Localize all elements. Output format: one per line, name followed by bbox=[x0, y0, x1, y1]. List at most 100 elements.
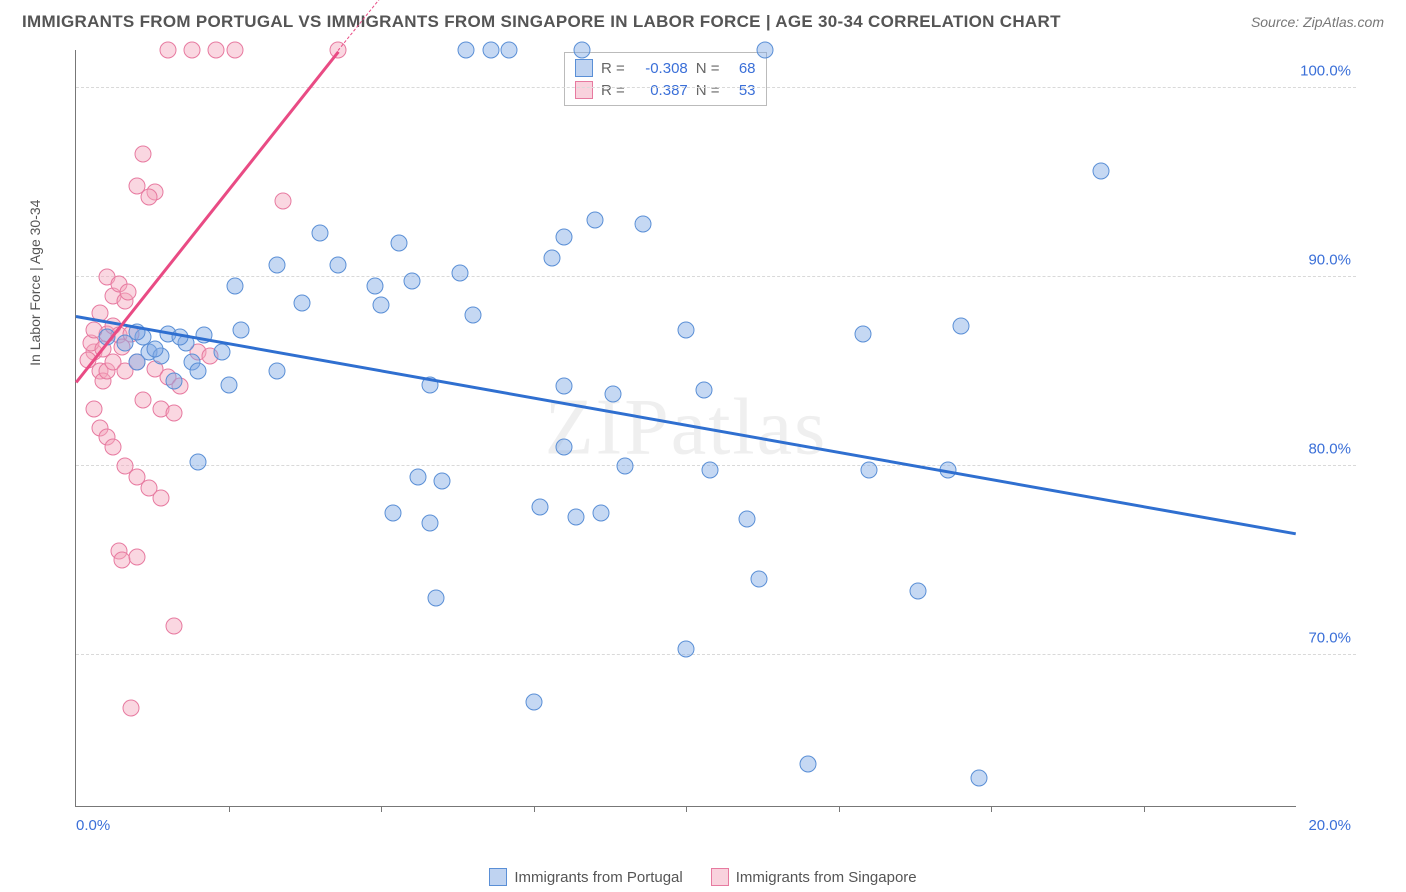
data-point-portugal bbox=[568, 508, 585, 525]
watermark: ZIPatlas bbox=[545, 383, 828, 474]
data-point-portugal bbox=[617, 457, 634, 474]
y-tick-label: 90.0% bbox=[1308, 251, 1351, 268]
n-label: N = bbox=[696, 82, 720, 99]
data-point-portugal bbox=[165, 372, 182, 389]
data-point-portugal bbox=[678, 641, 695, 658]
data-point-portugal bbox=[574, 42, 591, 59]
data-point-singapore bbox=[165, 404, 182, 421]
data-point-portugal bbox=[427, 590, 444, 607]
stats-box: R = -0.308 N = 68 R = 0.387 N = 53 bbox=[564, 52, 767, 106]
data-point-singapore bbox=[141, 189, 158, 206]
data-point-portugal bbox=[586, 212, 603, 229]
legend-label-singapore: Immigrants from Singapore bbox=[736, 869, 917, 886]
data-point-portugal bbox=[421, 514, 438, 531]
stats-row-singapore: R = 0.387 N = 53 bbox=[575, 79, 756, 101]
x-tick bbox=[1144, 806, 1145, 812]
data-point-portugal bbox=[366, 278, 383, 295]
gridline bbox=[76, 276, 1356, 277]
x-tick bbox=[686, 806, 687, 812]
data-point-portugal bbox=[269, 363, 286, 380]
data-point-portugal bbox=[452, 265, 469, 282]
data-point-portugal bbox=[458, 42, 475, 59]
data-point-singapore bbox=[153, 489, 170, 506]
data-point-portugal bbox=[525, 694, 542, 711]
data-point-portugal bbox=[482, 42, 499, 59]
data-point-singapore bbox=[104, 438, 121, 455]
n-value-singapore: 53 bbox=[728, 82, 756, 99]
n-value-portugal: 68 bbox=[728, 60, 756, 77]
data-point-portugal bbox=[147, 340, 164, 357]
data-point-singapore bbox=[183, 42, 200, 59]
data-point-portugal bbox=[854, 325, 871, 342]
data-point-portugal bbox=[226, 278, 243, 295]
data-point-portugal bbox=[970, 769, 987, 786]
data-point-portugal bbox=[434, 472, 451, 489]
data-point-portugal bbox=[757, 42, 774, 59]
data-point-portugal bbox=[171, 329, 188, 346]
data-point-portugal bbox=[269, 257, 286, 274]
gridline bbox=[76, 87, 1356, 88]
x-tick bbox=[839, 806, 840, 812]
data-point-portugal bbox=[190, 363, 207, 380]
data-point-portugal bbox=[385, 505, 402, 522]
data-point-portugal bbox=[678, 321, 695, 338]
source-label: Source: ZipAtlas.com bbox=[1251, 14, 1384, 30]
data-point-portugal bbox=[556, 378, 573, 395]
data-point-portugal bbox=[696, 382, 713, 399]
chart-title: IMMIGRANTS FROM PORTUGAL VS IMMIGRANTS F… bbox=[22, 12, 1061, 32]
data-point-portugal bbox=[312, 225, 329, 242]
data-point-singapore bbox=[135, 145, 152, 162]
x-tick bbox=[534, 806, 535, 812]
stats-row-portugal: R = -0.308 N = 68 bbox=[575, 57, 756, 79]
data-point-portugal bbox=[556, 438, 573, 455]
data-point-portugal bbox=[409, 469, 426, 486]
data-point-singapore bbox=[119, 283, 136, 300]
data-point-portugal bbox=[293, 295, 310, 312]
data-point-portugal bbox=[604, 385, 621, 402]
data-point-portugal bbox=[403, 272, 420, 289]
data-point-singapore bbox=[135, 391, 152, 408]
data-point-portugal bbox=[635, 215, 652, 232]
data-point-portugal bbox=[129, 353, 146, 370]
swatch-blue-icon bbox=[489, 868, 507, 886]
data-point-singapore bbox=[226, 42, 243, 59]
swatch-pink-icon bbox=[575, 81, 593, 99]
data-point-portugal bbox=[531, 499, 548, 516]
gridline bbox=[76, 654, 1356, 655]
data-point-portugal bbox=[952, 317, 969, 334]
r-label: R = bbox=[601, 82, 625, 99]
y-tick-label: 80.0% bbox=[1308, 440, 1351, 457]
data-point-portugal bbox=[592, 505, 609, 522]
trend-line bbox=[76, 315, 1296, 535]
data-point-singapore bbox=[275, 193, 292, 210]
data-point-singapore bbox=[129, 548, 146, 565]
data-point-portugal bbox=[373, 297, 390, 314]
data-point-portugal bbox=[214, 344, 231, 361]
swatch-blue-icon bbox=[575, 59, 593, 77]
n-label: N = bbox=[696, 60, 720, 77]
data-point-portugal bbox=[220, 376, 237, 393]
y-tick-label: 70.0% bbox=[1308, 629, 1351, 646]
chart-container: IMMIGRANTS FROM PORTUGAL VS IMMIGRANTS F… bbox=[0, 0, 1406, 892]
data-point-singapore bbox=[208, 42, 225, 59]
data-point-portugal bbox=[190, 454, 207, 471]
chart-area: In Labor Force | Age 30-34 ZIPatlas R = … bbox=[50, 50, 1356, 832]
x-tick bbox=[991, 806, 992, 812]
data-point-portugal bbox=[501, 42, 518, 59]
x-tick bbox=[229, 806, 230, 812]
legend-item-portugal: Immigrants from Portugal bbox=[489, 868, 682, 886]
y-axis-title: In Labor Force | Age 30-34 bbox=[27, 200, 43, 366]
data-point-portugal bbox=[556, 229, 573, 246]
y-tick-label: 100.0% bbox=[1300, 62, 1351, 79]
r-label: R = bbox=[601, 60, 625, 77]
legend-label-portugal: Immigrants from Portugal bbox=[514, 869, 682, 886]
data-point-singapore bbox=[159, 42, 176, 59]
data-point-portugal bbox=[800, 756, 817, 773]
data-point-portugal bbox=[464, 306, 481, 323]
data-point-portugal bbox=[739, 510, 756, 527]
legend: Immigrants from Portugal Immigrants from… bbox=[0, 868, 1406, 886]
data-point-portugal bbox=[861, 461, 878, 478]
plot-area: ZIPatlas R = -0.308 N = 68 R = 0.387 N =… bbox=[75, 50, 1296, 807]
data-point-portugal bbox=[909, 582, 926, 599]
r-value-portugal: -0.308 bbox=[633, 60, 688, 77]
